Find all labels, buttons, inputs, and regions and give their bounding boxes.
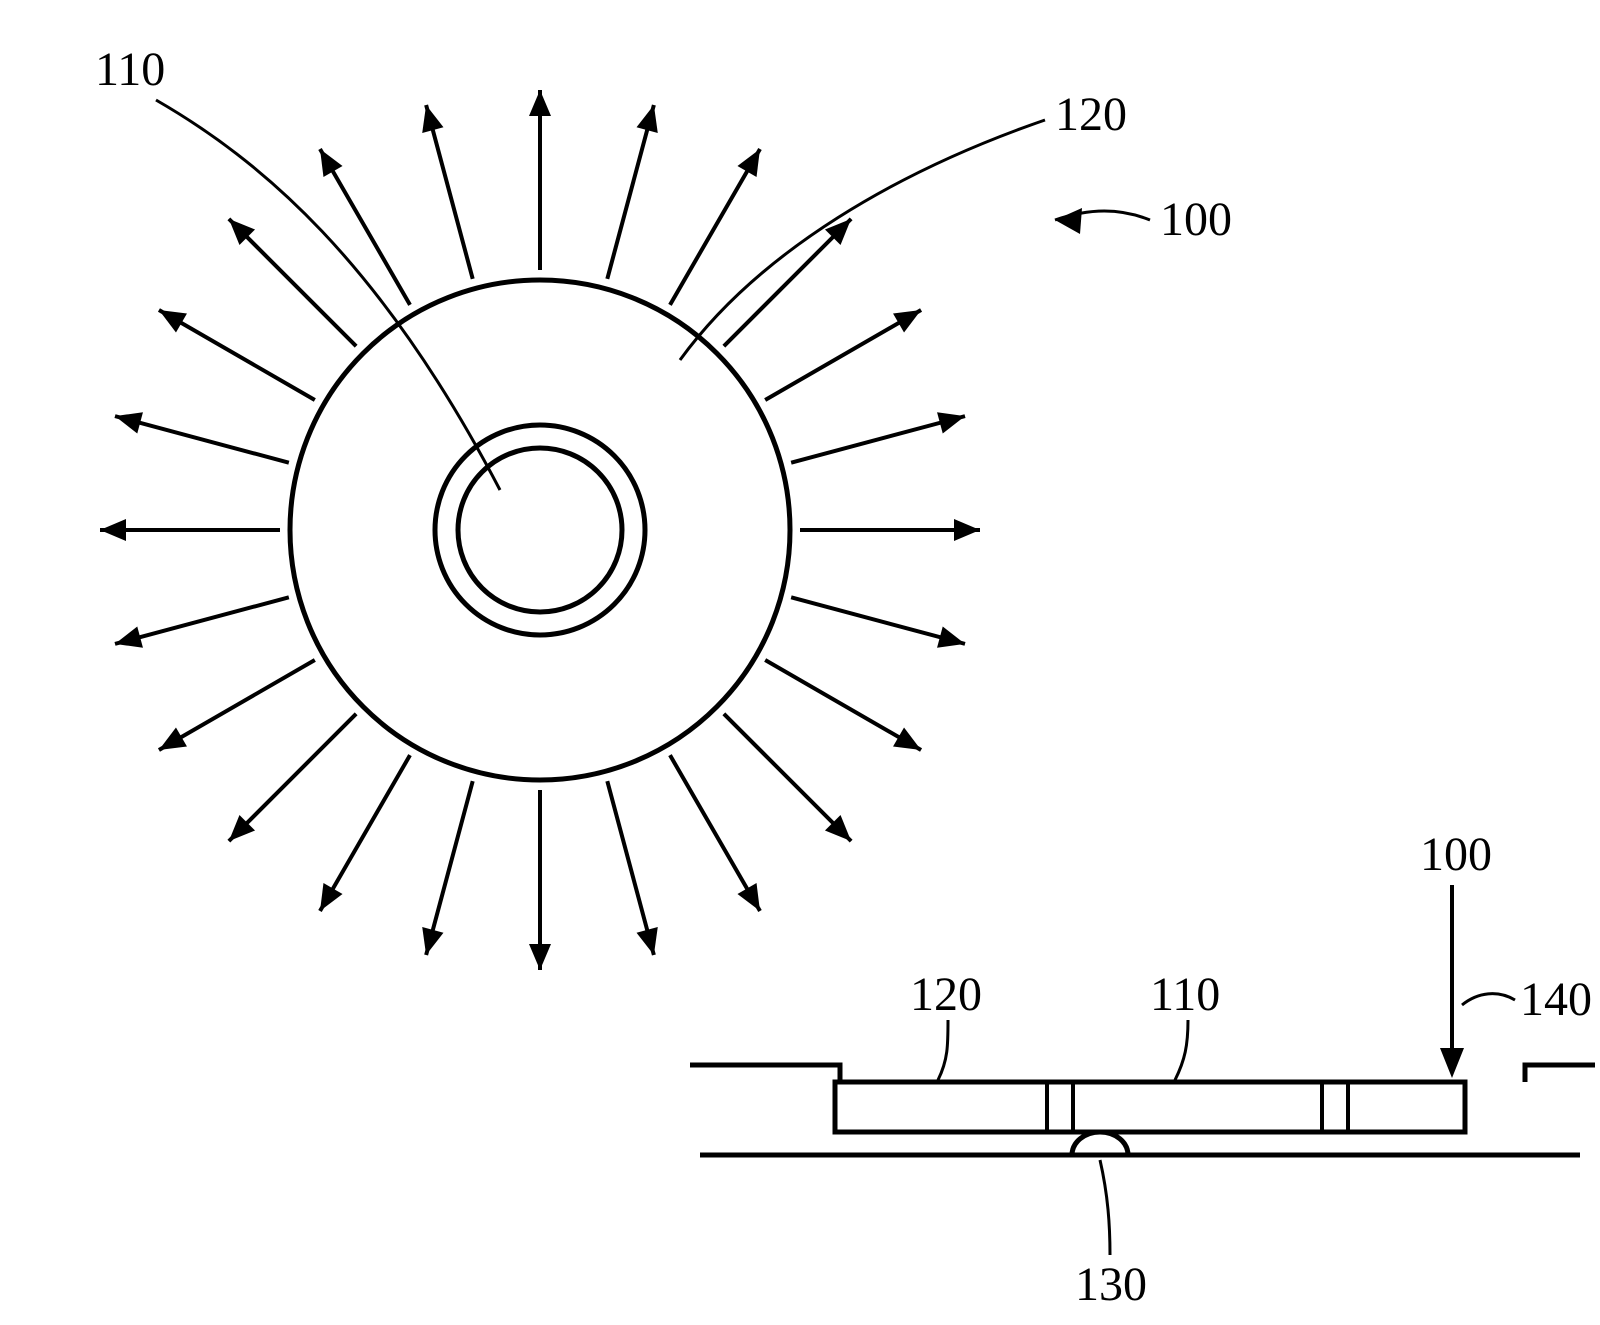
side-outer-ledge-right [1525,1065,1595,1082]
label-110-side: 110 [1150,968,1220,1021]
radial-arrow-head [159,310,187,333]
radial-arrow-head [737,883,760,911]
radial-arrow-shaft [724,714,851,841]
radial-arrow-head [529,90,551,116]
leader-140-side [1462,994,1515,1005]
side-plate [835,1082,1465,1132]
radial-arrow-head [159,727,187,750]
label-110-top: 110 [95,43,165,96]
radial-arrow-shaft [724,219,851,346]
radial-arrow-shaft [765,660,921,750]
radial-arrow-shaft [426,781,473,955]
radial-arrow-head [529,944,551,970]
radial-arrow-shaft [320,755,410,911]
radial-arrow-shaft [115,597,289,644]
radial-arrow-shaft [670,149,760,305]
label-100-top: 100 [1160,193,1232,246]
leader-130-side [1100,1160,1110,1255]
radial-arrow-shaft [229,714,356,841]
label-120-side: 120 [910,968,982,1021]
radial-arrow-shaft [115,416,289,463]
radial-arrow-shaft [159,310,315,400]
top-view [100,90,980,970]
leader-120-top [680,120,1045,360]
side-view [690,1065,1595,1155]
radial-arrow-shaft [791,597,965,644]
leader-100-side-arrow [1440,1048,1464,1078]
side-bump [1072,1132,1128,1155]
label-140-side: 140 [1520,973,1592,1026]
radial-arrow-head [737,149,760,177]
radial-arrow-shaft [426,105,473,279]
radial-arrow-head [893,727,921,750]
radial-arrow-shaft [229,219,356,346]
radial-arrow-head [320,149,343,177]
label-100-side: 100 [1420,828,1492,881]
radial-arrow-shaft [670,755,760,911]
radial-arrow-shaft [607,781,654,955]
label-120-top: 120 [1055,88,1127,141]
radial-arrow-head [100,519,126,541]
radial-arrow-head [320,883,343,911]
side-outer-ledge-left [690,1065,840,1082]
radial-arrow-shaft [159,660,315,750]
inner-ring-inner [458,448,622,612]
label-130-side: 130 [1075,1258,1147,1311]
radial-arrow-shaft [765,310,921,400]
radial-arrow-head [893,310,921,333]
radial-arrow-shaft [791,416,965,463]
label-100-top-group: 100 [1055,193,1232,246]
leader-110-side [1175,1020,1188,1080]
patent-figure: 110 120 100 120 110 100 140 13 [0,0,1600,1325]
radial-arrow-shaft [607,105,654,279]
leader-120-side [938,1020,948,1080]
radial-arrow-head [954,519,980,541]
